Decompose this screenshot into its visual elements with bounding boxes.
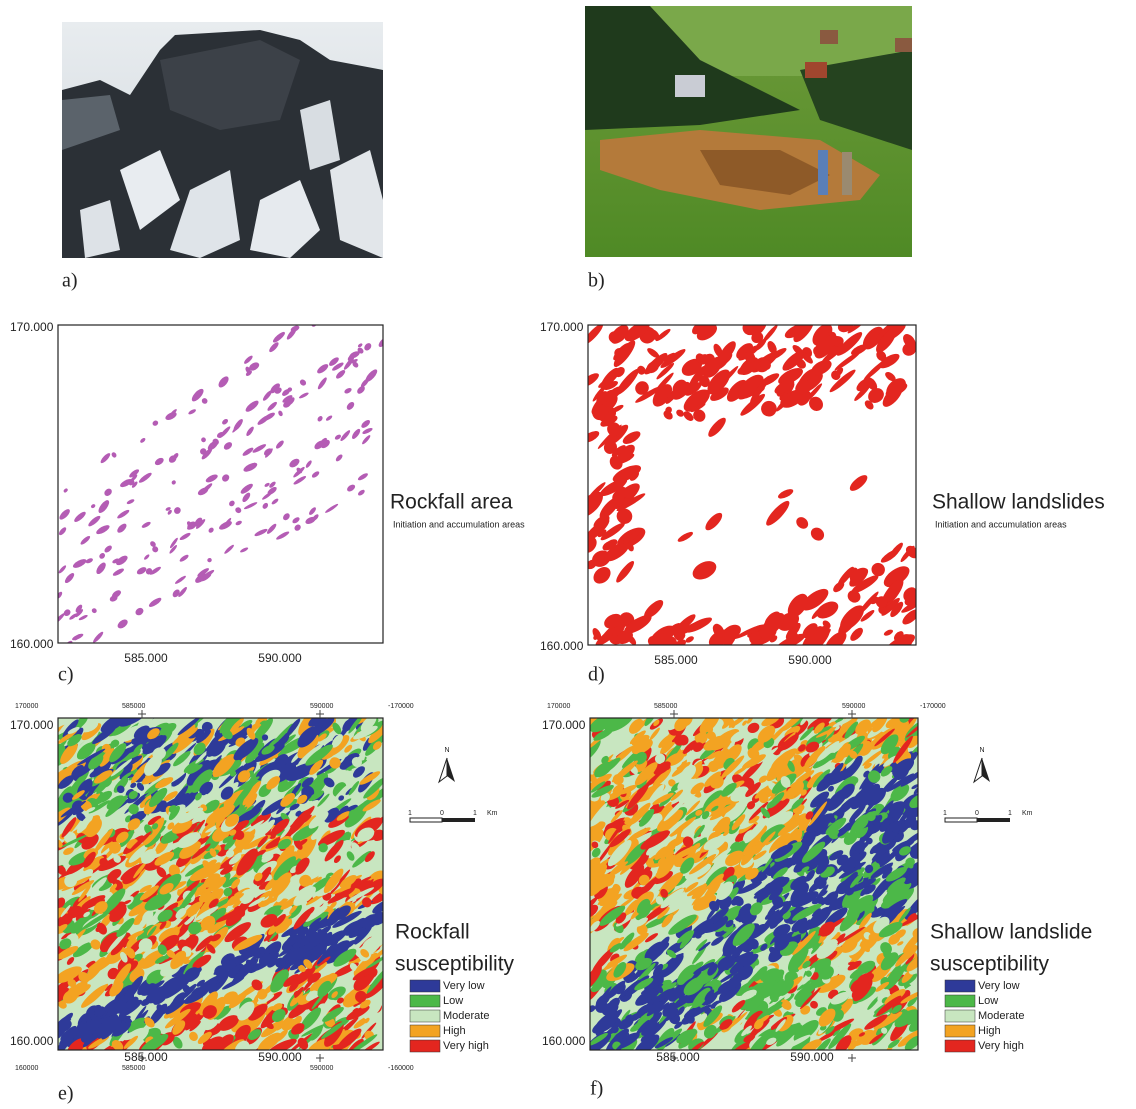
x-tick-label: 585.000: [654, 653, 698, 667]
panel-label: a): [62, 270, 78, 292]
legend-label: Very low: [978, 980, 1020, 992]
photo-landslide: [585, 6, 912, 257]
north-arrow: [974, 758, 982, 782]
legend-swatch: [410, 1040, 440, 1052]
grid-coordinate: 585000: [654, 703, 677, 710]
scale-label: 0: [440, 810, 444, 817]
grid-cross: [848, 1054, 856, 1062]
y-tick-label: 160.000: [542, 1034, 586, 1048]
scale-bar: [410, 818, 442, 822]
map-patch: [368, 278, 378, 288]
scale-bar: [442, 818, 475, 822]
x-tick-label: 590.000: [788, 653, 832, 667]
x-tick-label: 585.000: [124, 1050, 168, 1064]
x-tick-label: 590.000: [258, 651, 302, 665]
north-label: N: [444, 747, 449, 754]
legend-swatch: [945, 1010, 975, 1022]
map-subtitle: Initiation and accumulation areas: [393, 519, 525, 529]
map-title: susceptibility: [930, 953, 1050, 976]
panel-label: f): [590, 1078, 603, 1100]
scale-label: 1: [943, 810, 947, 817]
grid-coordinate: -160000: [388, 1065, 414, 1072]
legend-label: Very low: [443, 980, 485, 992]
legend-swatch: [945, 1025, 975, 1037]
legend-swatch: [410, 995, 440, 1007]
grid-coordinate: 170000: [547, 703, 570, 710]
scale-label: Km: [1022, 810, 1033, 817]
y-tick-label: 170.000: [542, 718, 586, 732]
north-label: N: [979, 747, 984, 754]
legend-label: Moderate: [978, 1010, 1024, 1022]
y-tick-label: 170.000: [540, 320, 584, 334]
map-title: Rockfall area: [390, 491, 513, 514]
north-arrow: [447, 758, 455, 782]
grid-coordinate: 590000: [310, 1065, 333, 1072]
map: [574, 314, 928, 658]
grid-cross: [316, 1054, 324, 1062]
grid-coordinate: 585000: [122, 1065, 145, 1072]
north-arrow: [982, 758, 990, 782]
map-title: Shallow landslide: [930, 921, 1092, 944]
panel-label: d): [588, 664, 605, 686]
legend-swatch: [945, 980, 975, 992]
x-tick-label: 590.000: [790, 1050, 834, 1064]
north-arrow: [439, 758, 447, 782]
legend-swatch: [945, 995, 975, 1007]
grid-coordinate: 590000: [310, 703, 333, 710]
grid-cross: [670, 710, 678, 718]
map-patch: [378, 271, 384, 277]
scale-label: Km: [487, 810, 498, 817]
map-title: Shallow landslides: [932, 491, 1105, 514]
scale-bar: [977, 818, 1010, 822]
scale-label: 1: [408, 810, 412, 817]
grid-coordinate: 170000: [15, 703, 38, 710]
photo-mountain: [62, 22, 383, 258]
grid-coordinate: 160000: [15, 1065, 38, 1072]
map-patch: [359, 281, 371, 293]
panel-label: c): [58, 664, 74, 686]
legend-swatch: [410, 980, 440, 992]
grid-coordinate: 585000: [122, 703, 145, 710]
scale-label: 1: [1008, 810, 1012, 817]
legend-label: Very high: [978, 1040, 1024, 1052]
legend-label: High: [443, 1025, 466, 1037]
figure: a) b) c) 170.000 160.000 585.000 590.000 Rockfa…: [0, 0, 1136, 1109]
x-tick-label: 590.000: [258, 1050, 302, 1064]
legend-label: Very high: [443, 1040, 489, 1052]
grid-cross: [138, 710, 146, 718]
y-tick-label: 170.000: [10, 718, 54, 732]
grid-coordinate: -170000: [920, 703, 946, 710]
grid-cross: [848, 710, 856, 718]
scale-bar: [945, 818, 977, 822]
scale-label: 1: [473, 810, 477, 817]
legend-label: Moderate: [443, 1010, 489, 1022]
legend-swatch: [410, 1010, 440, 1022]
y-tick-label: 160.000: [10, 1034, 54, 1048]
legend-label: Low: [443, 995, 463, 1007]
map-subtitle: Initiation and accumulation areas: [935, 519, 1067, 529]
x-tick-label: 585.000: [656, 1050, 700, 1064]
map-title: Rockfall: [395, 921, 470, 944]
legend-swatch: [410, 1025, 440, 1037]
map-patch: [331, 297, 347, 310]
map: [44, 704, 397, 1064]
legend-swatch: [945, 1040, 975, 1052]
grid-coordinate: 590000: [842, 703, 865, 710]
legend-label: Low: [978, 995, 998, 1007]
map: [574, 705, 934, 1065]
x-tick-label: 585.000: [124, 651, 168, 665]
map-background: [58, 325, 383, 643]
map: [53, 271, 388, 650]
y-tick-label: 160.000: [10, 637, 54, 651]
grid-coordinate: -170000: [388, 703, 414, 710]
y-tick-label: 160.000: [540, 639, 584, 653]
legend-label: High: [978, 1025, 1001, 1037]
map-patch: [370, 283, 380, 291]
panel-label: e): [58, 1083, 74, 1105]
panel-label: b): [588, 270, 605, 292]
scale-label: 0: [975, 810, 979, 817]
map-title: susceptibility: [395, 953, 515, 976]
y-tick-label: 170.000: [10, 320, 54, 334]
grid-cross: [316, 710, 324, 718]
